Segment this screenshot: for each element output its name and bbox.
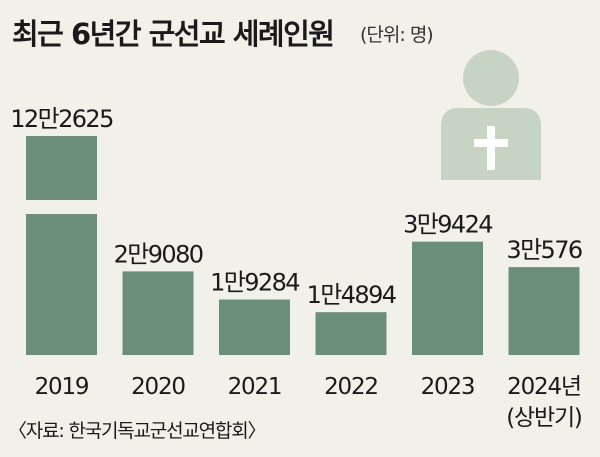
value-label-2: 1만9284 [210,269,299,297]
bar-4 [412,241,483,355]
unit-label: (단위: 명) [360,24,433,46]
cross-vertical [487,126,495,170]
value-label-1: 2만9080 [114,240,203,268]
person-head [463,50,519,106]
chart-title: 최근 6년간 군선교 세례인원 [12,17,333,51]
category-label-3: 2022 [324,374,378,400]
category-label-2: 2021 [228,374,282,400]
person-with-cross-icon [441,50,541,180]
value-label-0: 12만2625 [10,105,113,133]
value-label-3: 1만4894 [307,281,396,309]
category-labels-group: 2019 2020 2021 2022 2023 2024년 (상반기) [35,374,583,431]
category-label-4: 2023 [421,374,475,400]
bar-1 [122,271,194,355]
bars-group [24,136,580,355]
bar-0 [26,136,97,355]
bar-3 [315,312,387,355]
category-label-1: 2020 [131,374,185,400]
source-note: 〈자료: 한국기독교군선교연합회〉 [8,420,265,442]
axis-break-gap [24,200,99,214]
bar-2 [219,299,290,355]
category-label-0: 2019 [35,374,89,400]
category-label-5-line-1: (상반기) [506,405,581,431]
bar-5 [508,267,580,355]
cross-horizontal [474,139,508,147]
category-label-5-line-0: 2024년 [507,374,581,400]
value-label-5: 3만576 [506,236,581,264]
value-label-4: 3만9424 [403,211,492,239]
